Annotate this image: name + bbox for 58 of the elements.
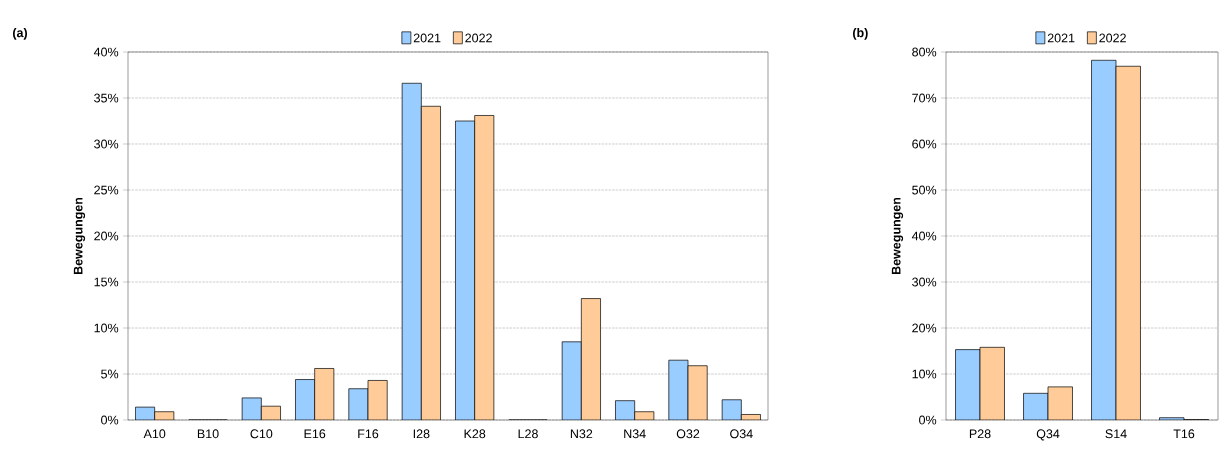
y-tick-label: 0% (919, 415, 937, 425)
y-tick-label: 30% (912, 277, 937, 287)
x-tick-label: I28 (413, 429, 430, 439)
x-tick-label: F16 (358, 429, 379, 439)
x-tick-label: O34 (730, 429, 753, 439)
bar (688, 365, 708, 420)
y-tick-label: 80% (912, 47, 937, 57)
x-tick-label: N32 (570, 429, 593, 439)
legend-label: 2021 (1047, 33, 1075, 43)
legend-label: 2021 (413, 33, 441, 43)
y-axis-title: Bewegungen (73, 197, 86, 275)
y-tick-label: 5% (101, 369, 119, 379)
x-tick-label: T16 (1173, 429, 1195, 439)
legend-label: 2022 (1099, 33, 1126, 43)
y-tick-label: 20% (912, 323, 937, 333)
bar (668, 360, 689, 420)
bar (1091, 60, 1117, 420)
x-tick-label: L28 (518, 429, 538, 439)
y-tick-label: 20% (94, 231, 119, 241)
x-tick-label: O32 (676, 429, 700, 439)
bar (1116, 66, 1141, 420)
x-tick-label: S14 (1105, 429, 1127, 439)
x-tick-label: E16 (304, 429, 326, 439)
y-tick-label: 60% (912, 139, 937, 149)
y-tick-label: 40% (911, 231, 937, 241)
bar (402, 83, 422, 420)
x-tick-label: C10 (250, 429, 273, 439)
y-tick-label: 10% (912, 369, 937, 379)
bar (474, 115, 494, 420)
y-axis-title: Bewegungen (891, 197, 904, 275)
bar (314, 368, 334, 420)
y-tick-label: 10% (94, 323, 119, 333)
y-tick-label: 0% (101, 415, 119, 425)
bar (980, 347, 1005, 420)
x-tick-label: Q34 (1036, 429, 1060, 441)
y-tick-label: 50% (912, 185, 937, 195)
y-tick-label: 30% (94, 139, 119, 149)
chart-title: (b) (853, 28, 868, 40)
y-tick-label: 40% (93, 47, 119, 57)
bar (581, 298, 601, 420)
bar (562, 341, 582, 420)
bar (421, 106, 441, 420)
y-tick-label: 70% (912, 93, 937, 103)
bar (455, 121, 475, 420)
x-tick-label: K28 (464, 429, 486, 439)
y-tick-label: 25% (94, 185, 119, 195)
text: (a) (12, 28, 28, 40)
bar (295, 379, 315, 420)
y-tick-label: 15% (94, 277, 119, 287)
bar (348, 388, 368, 420)
x-tick-label: N34 (624, 429, 646, 439)
bar (955, 349, 981, 420)
x-tick-label: P28 (969, 429, 991, 439)
x-tick-label: A10 (143, 429, 166, 439)
y-tick-label: 35% (94, 93, 119, 103)
bar (368, 380, 388, 420)
legend-label: 2022 (465, 33, 492, 43)
x-tick-label: B10 (197, 429, 219, 439)
